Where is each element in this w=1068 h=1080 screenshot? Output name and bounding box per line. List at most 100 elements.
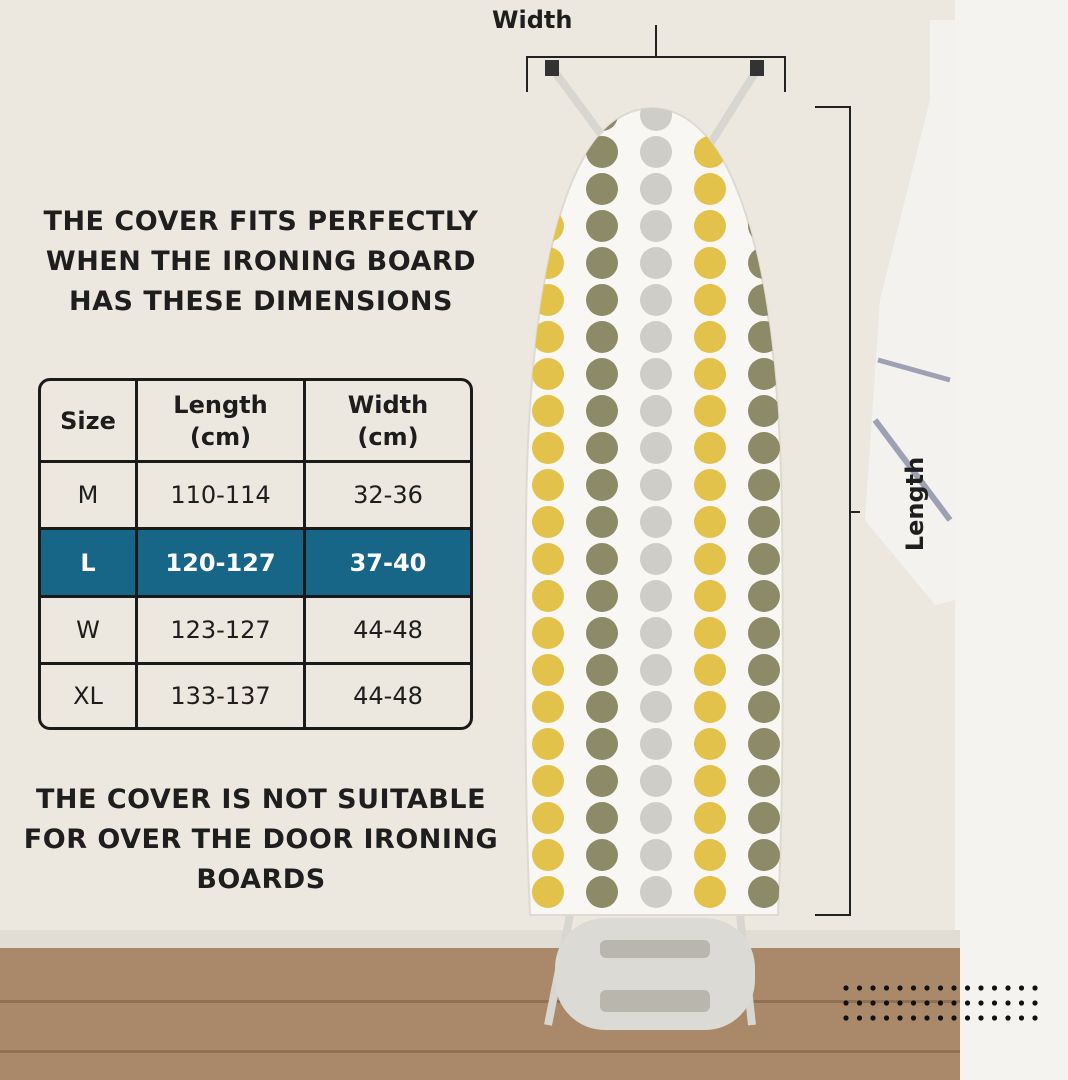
cell-length: 133-137 (138, 665, 306, 727)
pattern-dot (694, 654, 726, 686)
pattern-dot (640, 321, 672, 353)
grid-dot (870, 1015, 876, 1021)
pattern-dot (586, 173, 618, 205)
pattern-dot (640, 395, 672, 427)
pattern-dot (532, 506, 564, 538)
pattern-dot (586, 506, 618, 538)
grid-dot (951, 1000, 957, 1006)
pattern-dot (694, 173, 726, 205)
pattern-dot (640, 136, 672, 168)
table-header-row: Size Length (cm) Width (cm) (41, 381, 470, 463)
pattern-dot (694, 210, 726, 242)
pattern-dot (532, 543, 564, 575)
grid-dot (897, 1000, 903, 1006)
pattern-dot (532, 876, 564, 908)
pattern-dot (694, 617, 726, 649)
grid-dot (856, 1015, 863, 1021)
pattern-dot (640, 210, 672, 242)
grid-dot (883, 1000, 890, 1006)
pattern-dot (532, 395, 564, 427)
grid-dot (991, 1000, 998, 1006)
pattern-dot (586, 284, 618, 316)
grid-dot (978, 1015, 984, 1021)
pattern-dot (532, 617, 564, 649)
grid-dot (843, 1000, 849, 1006)
pattern-dot (748, 469, 780, 501)
pattern-dot (586, 210, 618, 242)
pattern-dot (640, 839, 672, 871)
length-label: Length (901, 456, 930, 552)
grid-dot (870, 1000, 876, 1006)
pattern-dot (640, 247, 672, 279)
grid-dot (1018, 1015, 1025, 1021)
table-row: M 110-114 32-36 (41, 463, 470, 531)
table-row: XL 133-137 44-48 (41, 665, 470, 727)
length-dimension-line (815, 106, 860, 916)
cell-size: W (41, 597, 138, 666)
grid-dot (910, 985, 917, 991)
grid-dot (1032, 985, 1038, 991)
pattern-dot (586, 395, 618, 427)
shelf-unit (955, 0, 1068, 1080)
grid-dot (1032, 1000, 1038, 1006)
pattern-dot (586, 654, 618, 686)
grid-dot (924, 1000, 930, 1006)
pattern-dot (586, 728, 618, 760)
grid-dot (924, 1015, 930, 1021)
pattern-dot (694, 839, 726, 871)
pattern-dot (748, 580, 780, 612)
pattern-dot (640, 691, 672, 723)
pattern-dot (694, 358, 726, 390)
grid-dot (856, 1000, 863, 1006)
pattern-dot (694, 543, 726, 575)
pattern-dot (532, 654, 564, 686)
pattern-dot (640, 284, 672, 316)
pattern-dot (640, 469, 672, 501)
grid-dot (1005, 985, 1011, 991)
grid-dot (883, 1015, 890, 1021)
cell-length: 110-114 (138, 463, 306, 531)
pattern-dot (640, 543, 672, 575)
pattern-dot (640, 432, 672, 464)
pattern-dot (532, 580, 564, 612)
pattern-dot (532, 839, 564, 871)
pattern-dot (640, 580, 672, 612)
grid-dot (937, 1015, 944, 1021)
pattern-dot (640, 506, 672, 538)
pattern-dot (586, 321, 618, 353)
cell-size: XL (41, 665, 138, 727)
pattern-dot (586, 358, 618, 390)
pattern-dot (748, 802, 780, 834)
pattern-dot (640, 108, 672, 131)
grid-dot (897, 1015, 903, 1021)
cell-size: L (41, 530, 138, 598)
pattern-dot (586, 802, 618, 834)
cell-width: 37-40 (306, 530, 470, 598)
grid-dot (910, 1015, 917, 1021)
pattern-dot (748, 358, 780, 390)
baseboard (0, 930, 960, 950)
grid-dot (870, 985, 876, 991)
pattern-dot (586, 469, 618, 501)
pattern-dot (694, 284, 726, 316)
grid-dot (951, 985, 957, 991)
pattern-dot (694, 765, 726, 797)
table-row: W 123-127 44-48 (41, 597, 470, 666)
pattern-dot (748, 617, 780, 649)
pattern-dot (586, 617, 618, 649)
towel (865, 20, 955, 605)
pattern-dot (694, 580, 726, 612)
board-stand (555, 918, 755, 1030)
pattern-dot (640, 654, 672, 686)
grid-dot (991, 1015, 998, 1021)
decorative-dot-grid (843, 985, 1038, 1021)
pattern-dot (694, 321, 726, 353)
pattern-dot (748, 395, 780, 427)
pattern-dot (586, 580, 618, 612)
pattern-dot (694, 691, 726, 723)
pattern-dot (748, 765, 780, 797)
pattern-dot (694, 506, 726, 538)
pattern-dot (640, 358, 672, 390)
pattern-dot (748, 876, 780, 908)
pattern-dot (694, 728, 726, 760)
